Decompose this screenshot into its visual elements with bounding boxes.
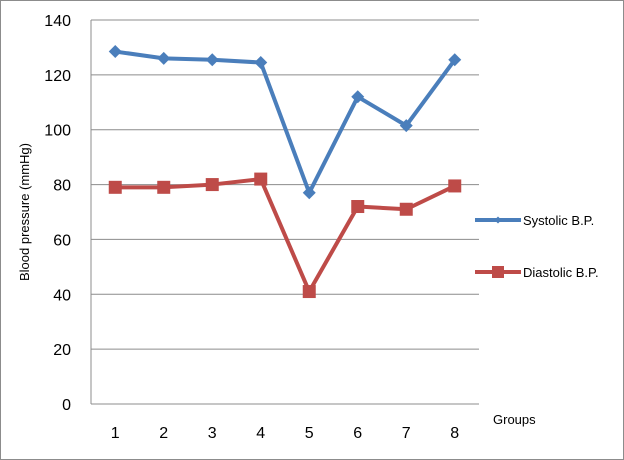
x-axis-tick-labels: 1 2 3 4 5 6 7 8 (111, 425, 460, 442)
x-tick-label: 8 (450, 425, 459, 442)
y-tick-label: 20 (53, 342, 71, 359)
x-tick-label: 1 (111, 425, 120, 442)
series-systolic-b-p (108, 45, 462, 200)
data-point-systolic-b-p (351, 90, 365, 104)
legend-label-systolic: Systolic B.P. (523, 213, 594, 228)
y-tick-label: 40 (53, 287, 71, 304)
legend-marker-systolic (494, 216, 502, 224)
y-tick-label: 100 (44, 123, 71, 140)
y-tick-label: 60 (53, 232, 71, 249)
y-tick-label: 120 (44, 68, 71, 85)
data-point-diastolic-b-p (448, 179, 462, 193)
y-tick-label: 80 (53, 178, 71, 195)
data-point-systolic-b-p (254, 56, 268, 70)
data-point-diastolic-b-p (108, 180, 122, 194)
legend-item-diastolic: Diastolic B.P. (475, 265, 599, 280)
series-line-diastolic-b-p (113, 177, 457, 294)
data-point-diastolic-b-p (351, 200, 365, 214)
data-point-systolic-b-p (205, 53, 219, 67)
data-point-systolic-b-p (157, 51, 171, 65)
data-point-systolic-b-p (108, 45, 122, 59)
y-tick-label: 140 (44, 13, 71, 30)
x-tick-label: 4 (256, 425, 265, 442)
x-axis-title: Groups (493, 412, 536, 427)
data-point-diastolic-b-p (399, 202, 413, 216)
data-point-systolic-b-p (399, 119, 413, 133)
data-point-diastolic-b-p (205, 178, 219, 192)
y-axis-tick-labels: 0 20 40 60 80 100 120 140 (44, 13, 71, 414)
legend-item-systolic: Systolic B.P. (475, 213, 594, 228)
y-tick-label: 0 (62, 397, 71, 414)
gridlines (90, 19, 479, 405)
data-point-diastolic-b-p (157, 180, 171, 194)
y-axis-title: Blood pressure (mmHg) (17, 143, 32, 281)
legend-marker-diastolic (492, 266, 504, 278)
data-point-diastolic-b-p (302, 285, 316, 299)
series-line-systolic-b-p (113, 49, 457, 195)
x-tick-label: 2 (159, 425, 168, 442)
data-point-systolic-b-p (302, 186, 316, 200)
data-point-diastolic-b-p (254, 172, 268, 186)
x-tick-label: 5 (305, 425, 314, 442)
legend: Systolic B.P. Diastolic B.P. (475, 213, 599, 280)
legend-label-diastolic: Diastolic B.P. (523, 265, 599, 280)
series-diastolic-b-p (108, 172, 462, 299)
x-tick-label: 3 (208, 425, 217, 442)
series-lines (108, 45, 462, 299)
x-tick-label: 6 (353, 425, 362, 442)
x-tick-label: 7 (402, 425, 411, 442)
data-point-systolic-b-p (448, 53, 462, 67)
